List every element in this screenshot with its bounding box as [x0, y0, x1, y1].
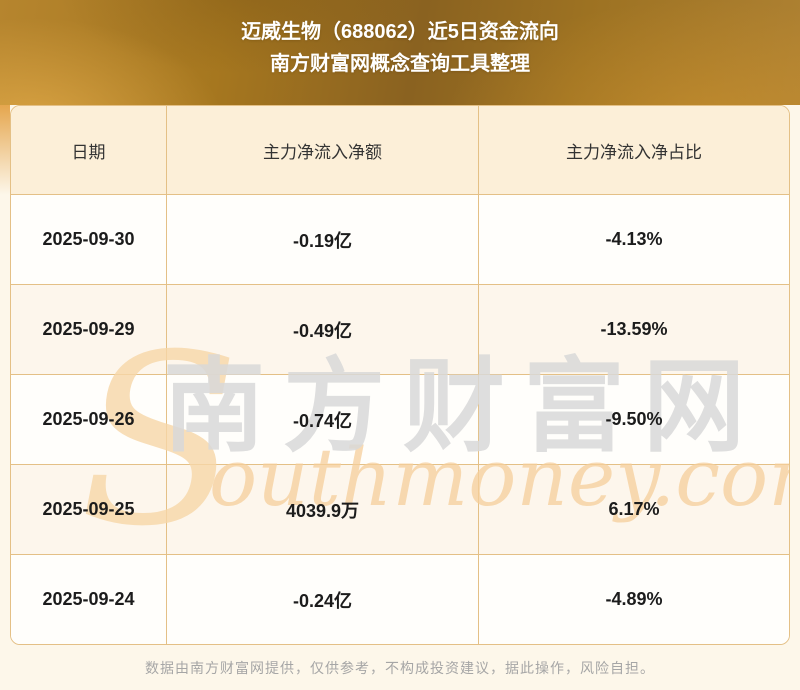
table-row: 2025-09-29 -0.49亿 -13.59% — [11, 284, 789, 374]
table-row: 2025-09-24 -0.24亿 -4.89% — [11, 554, 789, 644]
banner-edge-fade — [0, 105, 10, 195]
column-header-net-inflow: 主力净流入净额 — [166, 106, 478, 194]
cell-date: 2025-09-25 — [42, 499, 135, 519]
cell-net-ratio: -13.59% — [478, 285, 789, 374]
table-row: 2025-09-26 -0.74亿 -9.50% — [11, 374, 789, 464]
cell-date: 2025-09-30 — [42, 229, 135, 249]
table-row: 2025-09-30 -0.19亿 -4.13% — [11, 194, 789, 284]
column-header-net-ratio: 主力净流入净占比 — [478, 106, 789, 194]
table-row: 2025-09-25 4039.9万 6.17% — [11, 464, 789, 554]
page-subtitle: 南方财富网概念查询工具整理 — [270, 53, 530, 75]
table-header-row: 日期 主力净流入净额 主力净流入净占比 — [11, 106, 789, 194]
cell-date: 2025-09-26 — [42, 409, 135, 429]
page-title: 迈威生物（688062）近5日资金流向 — [241, 21, 559, 43]
column-header-date: 日期 — [71, 142, 106, 162]
cell-net-ratio: -4.89% — [478, 555, 789, 644]
cell-net-inflow: -0.24亿 — [166, 555, 478, 644]
cell-net-inflow: -0.74亿 — [166, 375, 478, 464]
cell-date: 2025-09-29 — [42, 319, 135, 339]
cell-net-inflow: -0.49亿 — [166, 285, 478, 374]
title-block: 迈威生物（688062）近5日资金流向 南方财富网概念查询工具整理 — [0, 16, 800, 80]
cell-net-inflow: 4039.9万 — [166, 465, 478, 554]
cell-net-ratio: -4.13% — [478, 195, 789, 284]
footer: 数据由南方财富网提供，仅供参考，不构成投资建议，据此操作，风险自担。 — [0, 645, 800, 690]
fund-flow-table: 日期 主力净流入净额 主力净流入净占比 2025-09-30 -0.19亿 -4… — [10, 105, 790, 645]
disclaimer-text: 数据由南方财富网提供，仅供参考，不构成投资建议，据此操作，风险自担。 — [145, 659, 655, 676]
cell-net-inflow: -0.19亿 — [166, 195, 478, 284]
header-banner: 迈威生物（688062）近5日资金流向 南方财富网概念查询工具整理 — [0, 0, 800, 105]
cell-date: 2025-09-24 — [42, 589, 135, 609]
cell-net-ratio: 6.17% — [478, 465, 789, 554]
cell-net-ratio: -9.50% — [478, 375, 789, 464]
